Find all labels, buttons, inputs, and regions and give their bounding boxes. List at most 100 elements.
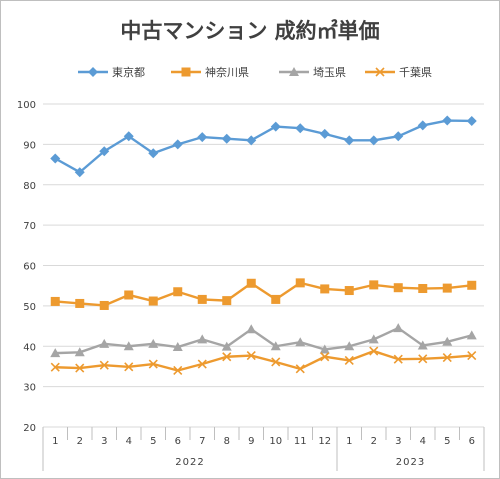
x-tick-label: 5 [444, 436, 450, 447]
y-tick-label: 20 [23, 423, 36, 434]
data-point-stroke [271, 357, 281, 367]
data-point [75, 363, 85, 373]
data-point [148, 338, 159, 348]
x-tick-label: 12 [318, 436, 331, 447]
legend-item: 神奈川県 [171, 65, 249, 79]
data-point [368, 334, 379, 344]
series-line [55, 281, 472, 307]
data-point [197, 334, 208, 344]
data-point [417, 120, 428, 131]
data-point [467, 350, 477, 361]
x-tick-label: 1 [346, 436, 352, 447]
data-point [271, 357, 281, 367]
data-point-stroke [467, 350, 477, 361]
data-point [442, 283, 452, 293]
data-point [50, 153, 61, 164]
data-point [197, 132, 208, 143]
data-point [319, 344, 330, 354]
data-point [123, 341, 134, 351]
data-point [442, 336, 453, 346]
data-point [270, 341, 281, 351]
data-point [181, 67, 191, 77]
data-point-stroke [99, 360, 109, 370]
y-tick-label: 80 [23, 181, 36, 192]
data-point [418, 284, 428, 294]
data-point [148, 359, 158, 369]
data-point [295, 123, 306, 134]
legend: 東京都 神奈川県 埼玉県 千葉県 [78, 65, 432, 79]
data-point [50, 348, 61, 358]
data-point [368, 135, 379, 146]
data-point [75, 298, 85, 308]
data-point [99, 300, 109, 310]
data-point [270, 121, 281, 132]
x-tick-label: 8 [224, 436, 230, 447]
legend-item: 埼玉県 [279, 65, 346, 79]
data-point [99, 360, 109, 370]
data-point [222, 296, 232, 306]
y-tick-label: 60 [23, 262, 36, 273]
data-point [221, 341, 232, 351]
x-tick-label: 3 [101, 436, 107, 447]
data-point-stroke [393, 354, 403, 364]
data-point [197, 294, 207, 304]
data-point [74, 347, 85, 357]
x-tick-label: 2 [371, 436, 377, 447]
legend-label: 千葉県 [399, 65, 432, 79]
data-point [466, 330, 477, 340]
x-tick-label: 3 [395, 436, 401, 447]
data-point-stroke [418, 354, 428, 364]
y-axis: 20 30 40 50 60 70 80 90 100 [17, 100, 36, 434]
data-point [197, 359, 207, 369]
x-tick-label: 11 [294, 436, 307, 447]
data-point [246, 278, 256, 288]
data-point-stroke [173, 365, 183, 376]
data-point [295, 337, 306, 347]
data-point-stroke [369, 346, 379, 356]
x-tick-label: 7 [199, 436, 205, 447]
data-point [148, 296, 158, 306]
y-tick-label: 50 [23, 302, 36, 313]
data-point [148, 148, 159, 159]
data-point [467, 280, 477, 290]
series-line [54, 119, 472, 174]
x-tick-label: 2 [77, 436, 83, 447]
data-point [417, 340, 428, 350]
legend-label: 東京都 [112, 65, 145, 79]
x-tick-label: 10 [269, 436, 282, 447]
y-tick-label: 40 [23, 342, 36, 353]
data-point [74, 167, 85, 178]
data-point [124, 362, 134, 372]
y-tick-label: 70 [23, 221, 36, 232]
data-point [442, 115, 453, 126]
data-point [99, 146, 110, 157]
data-point-stroke [375, 67, 385, 77]
data-point [295, 364, 305, 374]
data-point [50, 296, 60, 306]
data-point [246, 324, 257, 334]
x-tick-label: 4 [420, 436, 426, 447]
data-point [99, 338, 110, 348]
data-point [172, 139, 183, 150]
data-point [319, 128, 330, 139]
year-label: 2023 [396, 457, 425, 468]
y-tick-label: 100 [17, 100, 36, 111]
data-point-stroke [197, 359, 207, 369]
x-tick-label: 9 [248, 436, 254, 447]
data-point-stroke [50, 362, 60, 372]
data-point [295, 278, 305, 288]
data-point [369, 280, 379, 290]
x-tick-label: 1 [52, 436, 58, 447]
data-point-stroke [246, 350, 256, 361]
y-tick-label: 30 [23, 383, 36, 394]
data-point [124, 290, 134, 300]
data-point [393, 354, 403, 364]
x-tick-label: 5 [150, 436, 156, 447]
data-point-stroke [222, 352, 232, 362]
chart-title: 中古マンション 成約㎡単価 [120, 19, 379, 43]
data-point [246, 350, 256, 361]
x-tick-label: 6 [469, 436, 475, 447]
